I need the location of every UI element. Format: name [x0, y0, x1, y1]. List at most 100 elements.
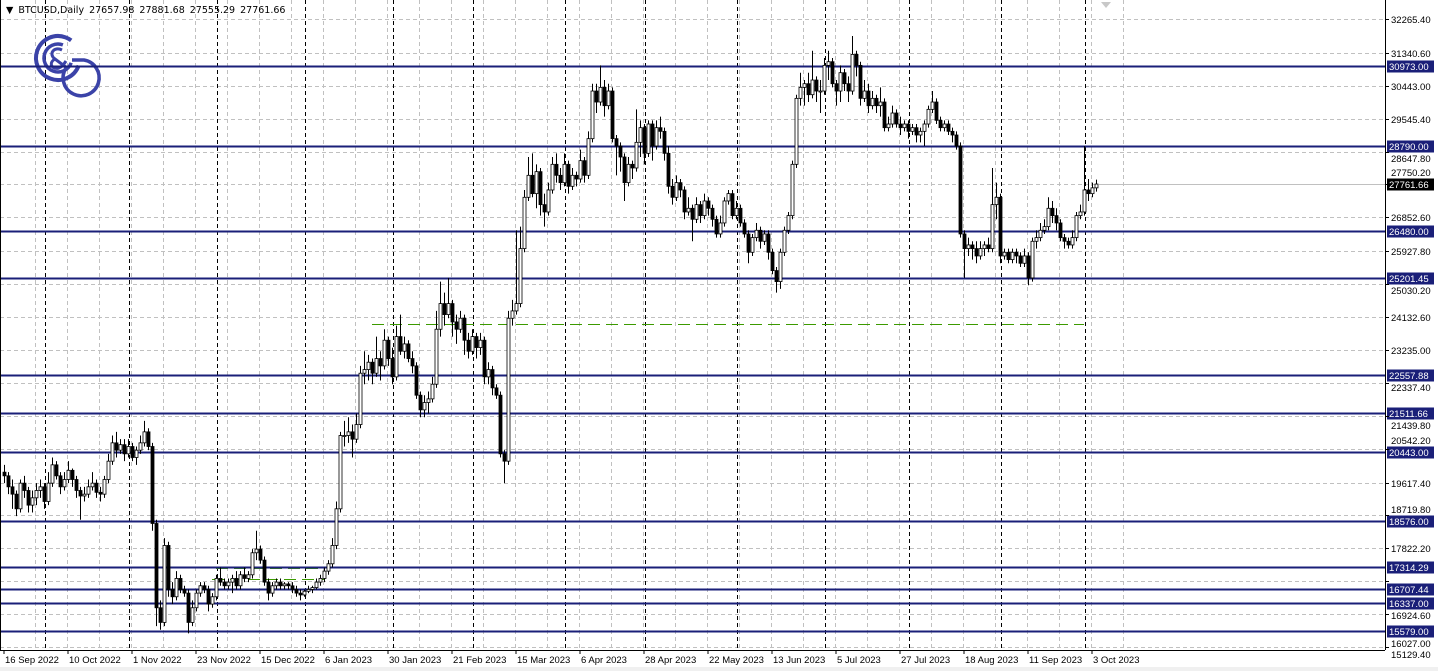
candle-body-down: [410, 358, 415, 367]
candle-body-up: [634, 141, 639, 169]
candle-body-down: [258, 548, 263, 561]
candle: [766, 230, 771, 260]
candle-body-up: [374, 358, 379, 374]
candle: [1042, 219, 1047, 234]
candle: [926, 105, 931, 128]
candle: [274, 578, 279, 590]
y-tick-label: 21439.80: [1391, 421, 1431, 432]
candle-body-up: [250, 552, 255, 576]
candle: [334, 501, 339, 550]
candle-body-up: [1010, 251, 1015, 261]
candle-body-down: [594, 90, 599, 103]
candle: [22, 475, 27, 498]
horizontal-levels[interactable]: 30973.00 28790.00 26480.00 25201.45 22557.88…: [0, 60, 1434, 639]
x-tick-label: 16 Sep 2022: [5, 655, 59, 666]
candle: [46, 472, 51, 506]
candle: [98, 486, 103, 502]
candle-body-up: [1078, 211, 1083, 217]
candle-body-down: [186, 592, 191, 623]
candle-body-down: [158, 607, 163, 623]
candle: [294, 585, 299, 597]
candle-body-up: [310, 587, 315, 590]
chart-shift-marker[interactable]: [1101, 2, 1111, 8]
candle-body-down: [642, 127, 647, 154]
candle: [874, 94, 879, 114]
candle-body-up: [306, 589, 311, 592]
candle-body-down: [70, 469, 75, 480]
candle-body-down: [986, 244, 991, 250]
candle: [74, 475, 79, 498]
candle: [510, 299, 515, 326]
candle-body-up: [638, 127, 643, 143]
candle: [342, 420, 347, 447]
candle-body-up: [274, 581, 279, 587]
level-label-bg: [1387, 369, 1434, 382]
candle: [262, 556, 267, 586]
menu-triangle-icon[interactable]: ▼: [6, 5, 14, 16]
candle: [906, 120, 911, 139]
candle: [778, 248, 783, 289]
candle: [438, 281, 443, 337]
candle-body-up: [562, 163, 567, 184]
candle: [554, 153, 559, 183]
candle: [66, 461, 71, 484]
candle: [82, 486, 87, 502]
candle-body-down: [490, 369, 495, 389]
candle: [806, 72, 811, 103]
level-label-bg: [1387, 407, 1434, 420]
candle-body-up: [342, 435, 347, 437]
candle-body-down: [934, 101, 939, 121]
candle-body-up: [18, 482, 23, 510]
candle: [638, 120, 643, 157]
candle-body-up: [426, 398, 431, 403]
open-value: 27657.98: [89, 5, 135, 16]
candle: [530, 153, 535, 198]
candle: [398, 314, 403, 355]
candle-body-up: [354, 424, 359, 440]
bottom-strip: [0, 667, 1438, 671]
level-label: 21511.66: [1389, 409, 1428, 420]
candle-body-down: [866, 90, 871, 107]
candle-body-down: [690, 207, 695, 220]
low-value: 27555.29: [189, 5, 236, 16]
candle-body-down: [622, 156, 627, 184]
broker-logo: [34, 34, 101, 98]
candle: [558, 167, 563, 190]
candle: [1058, 219, 1063, 242]
candle-body-up: [902, 123, 907, 129]
candle-body-up: [358, 372, 363, 425]
candle-body-down: [614, 138, 619, 147]
candle: [582, 156, 587, 183]
candle: [306, 585, 311, 594]
candle-body-down: [558, 174, 563, 184]
candle: [198, 582, 203, 597]
candle-body-up: [718, 222, 723, 235]
candle-body-up: [790, 163, 795, 217]
y-tick-label: 27750.20: [1391, 168, 1431, 179]
candle-body-down: [998, 196, 1003, 257]
candle-body-down: [482, 339, 487, 378]
y-tick-label: 16924.60: [1391, 611, 1431, 622]
candle-body-up: [982, 244, 987, 250]
candle-body-down: [954, 134, 959, 147]
candle-body-up: [686, 207, 691, 213]
candle-body-down: [146, 431, 151, 447]
candle: [882, 98, 887, 132]
candle-body-down: [78, 490, 83, 497]
candle: [1002, 248, 1007, 260]
candle: [894, 109, 899, 128]
level-label: 22557.88: [1389, 371, 1429, 382]
candle: [186, 589, 191, 634]
candle-body-up: [810, 79, 815, 96]
candle-body-up: [246, 574, 251, 579]
candle-body-up: [922, 123, 927, 132]
candle-body-down: [114, 442, 119, 451]
candle-body-up: [1038, 229, 1043, 239]
candle-body-up: [702, 200, 707, 217]
candle-body-down: [846, 83, 851, 92]
candle-body-down: [658, 127, 663, 132]
candle: [606, 83, 611, 110]
candle: [958, 142, 963, 238]
candle-body-up: [734, 207, 739, 217]
